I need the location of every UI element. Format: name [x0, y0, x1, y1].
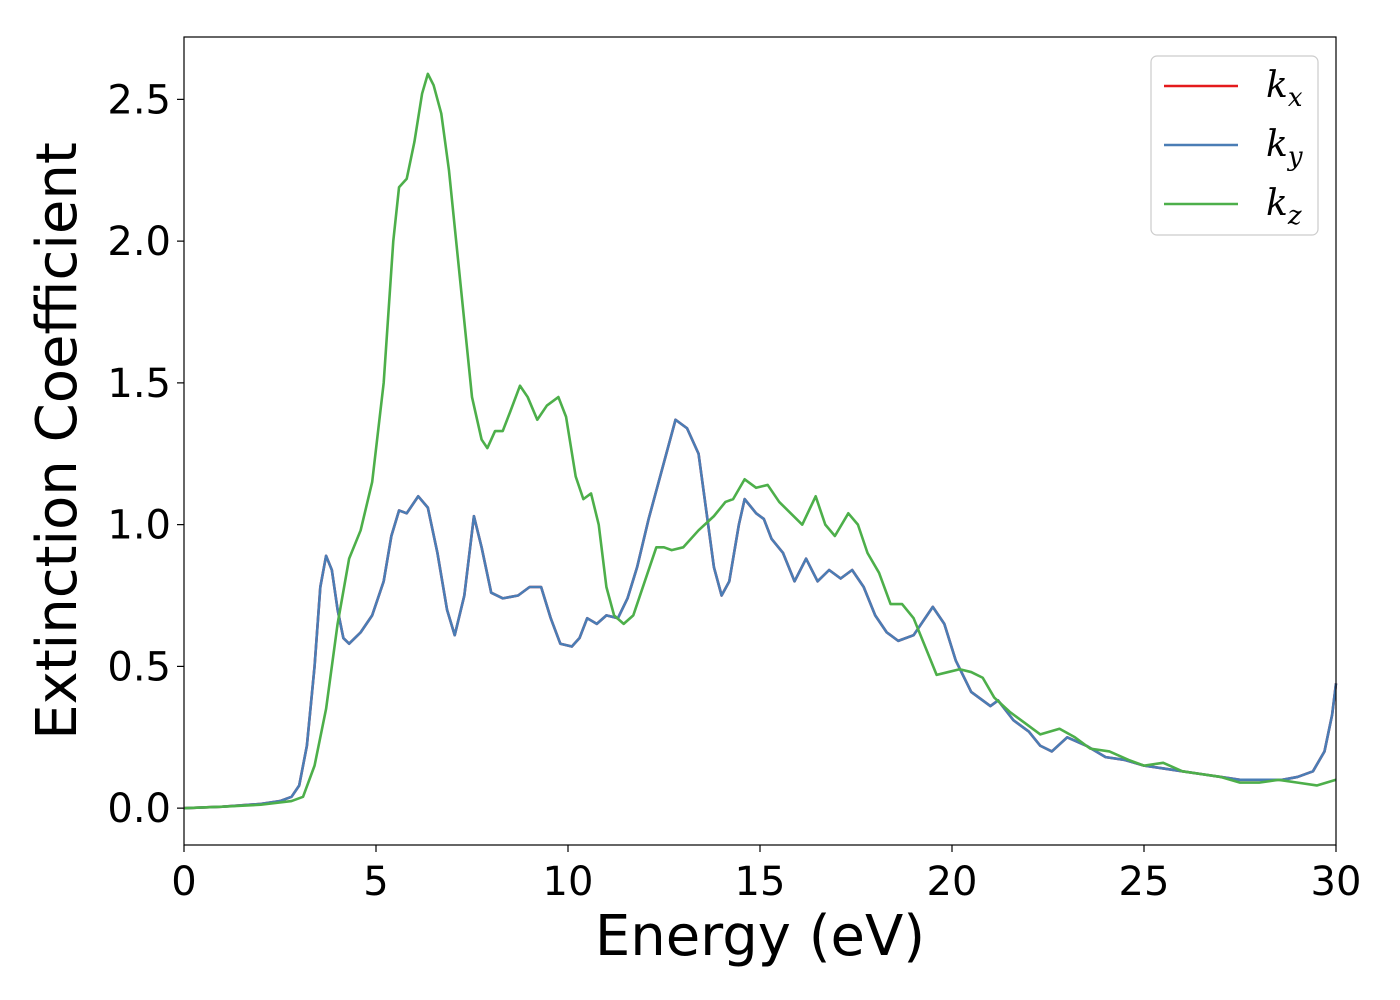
x-tick-label: 10	[543, 859, 594, 905]
y-tick-label: 0.0	[107, 786, 171, 832]
x-tick-label: 0	[171, 859, 196, 905]
x-tick-label: 5	[363, 859, 388, 905]
series-line-y	[183, 418, 1338, 810]
series-line-z	[183, 72, 1337, 810]
x-tick-label: 25	[1119, 859, 1170, 905]
y-tick-label: 2.0	[107, 219, 171, 265]
y-axis-ticks: 0.0 0.5 1.0 1.5 2.0 2.5	[107, 77, 184, 832]
x-tick-label: 30	[1311, 859, 1362, 905]
y-tick-label: 1.0	[107, 503, 171, 549]
series-layer	[183, 72, 1338, 810]
y-tick-label: 1.5	[107, 361, 171, 407]
y-tick-label: 0.5	[107, 644, 171, 690]
x-tick-label: 20	[927, 859, 978, 905]
y-tick-label: 2.5	[107, 77, 171, 123]
x-axis-label: Energy (eV)	[595, 904, 925, 969]
y-axis-label: Extinction Coefficient	[25, 142, 90, 740]
x-tick-label: 15	[735, 859, 786, 905]
x-axis-ticks: 0 5 10 15 20 25 30	[171, 845, 1361, 905]
